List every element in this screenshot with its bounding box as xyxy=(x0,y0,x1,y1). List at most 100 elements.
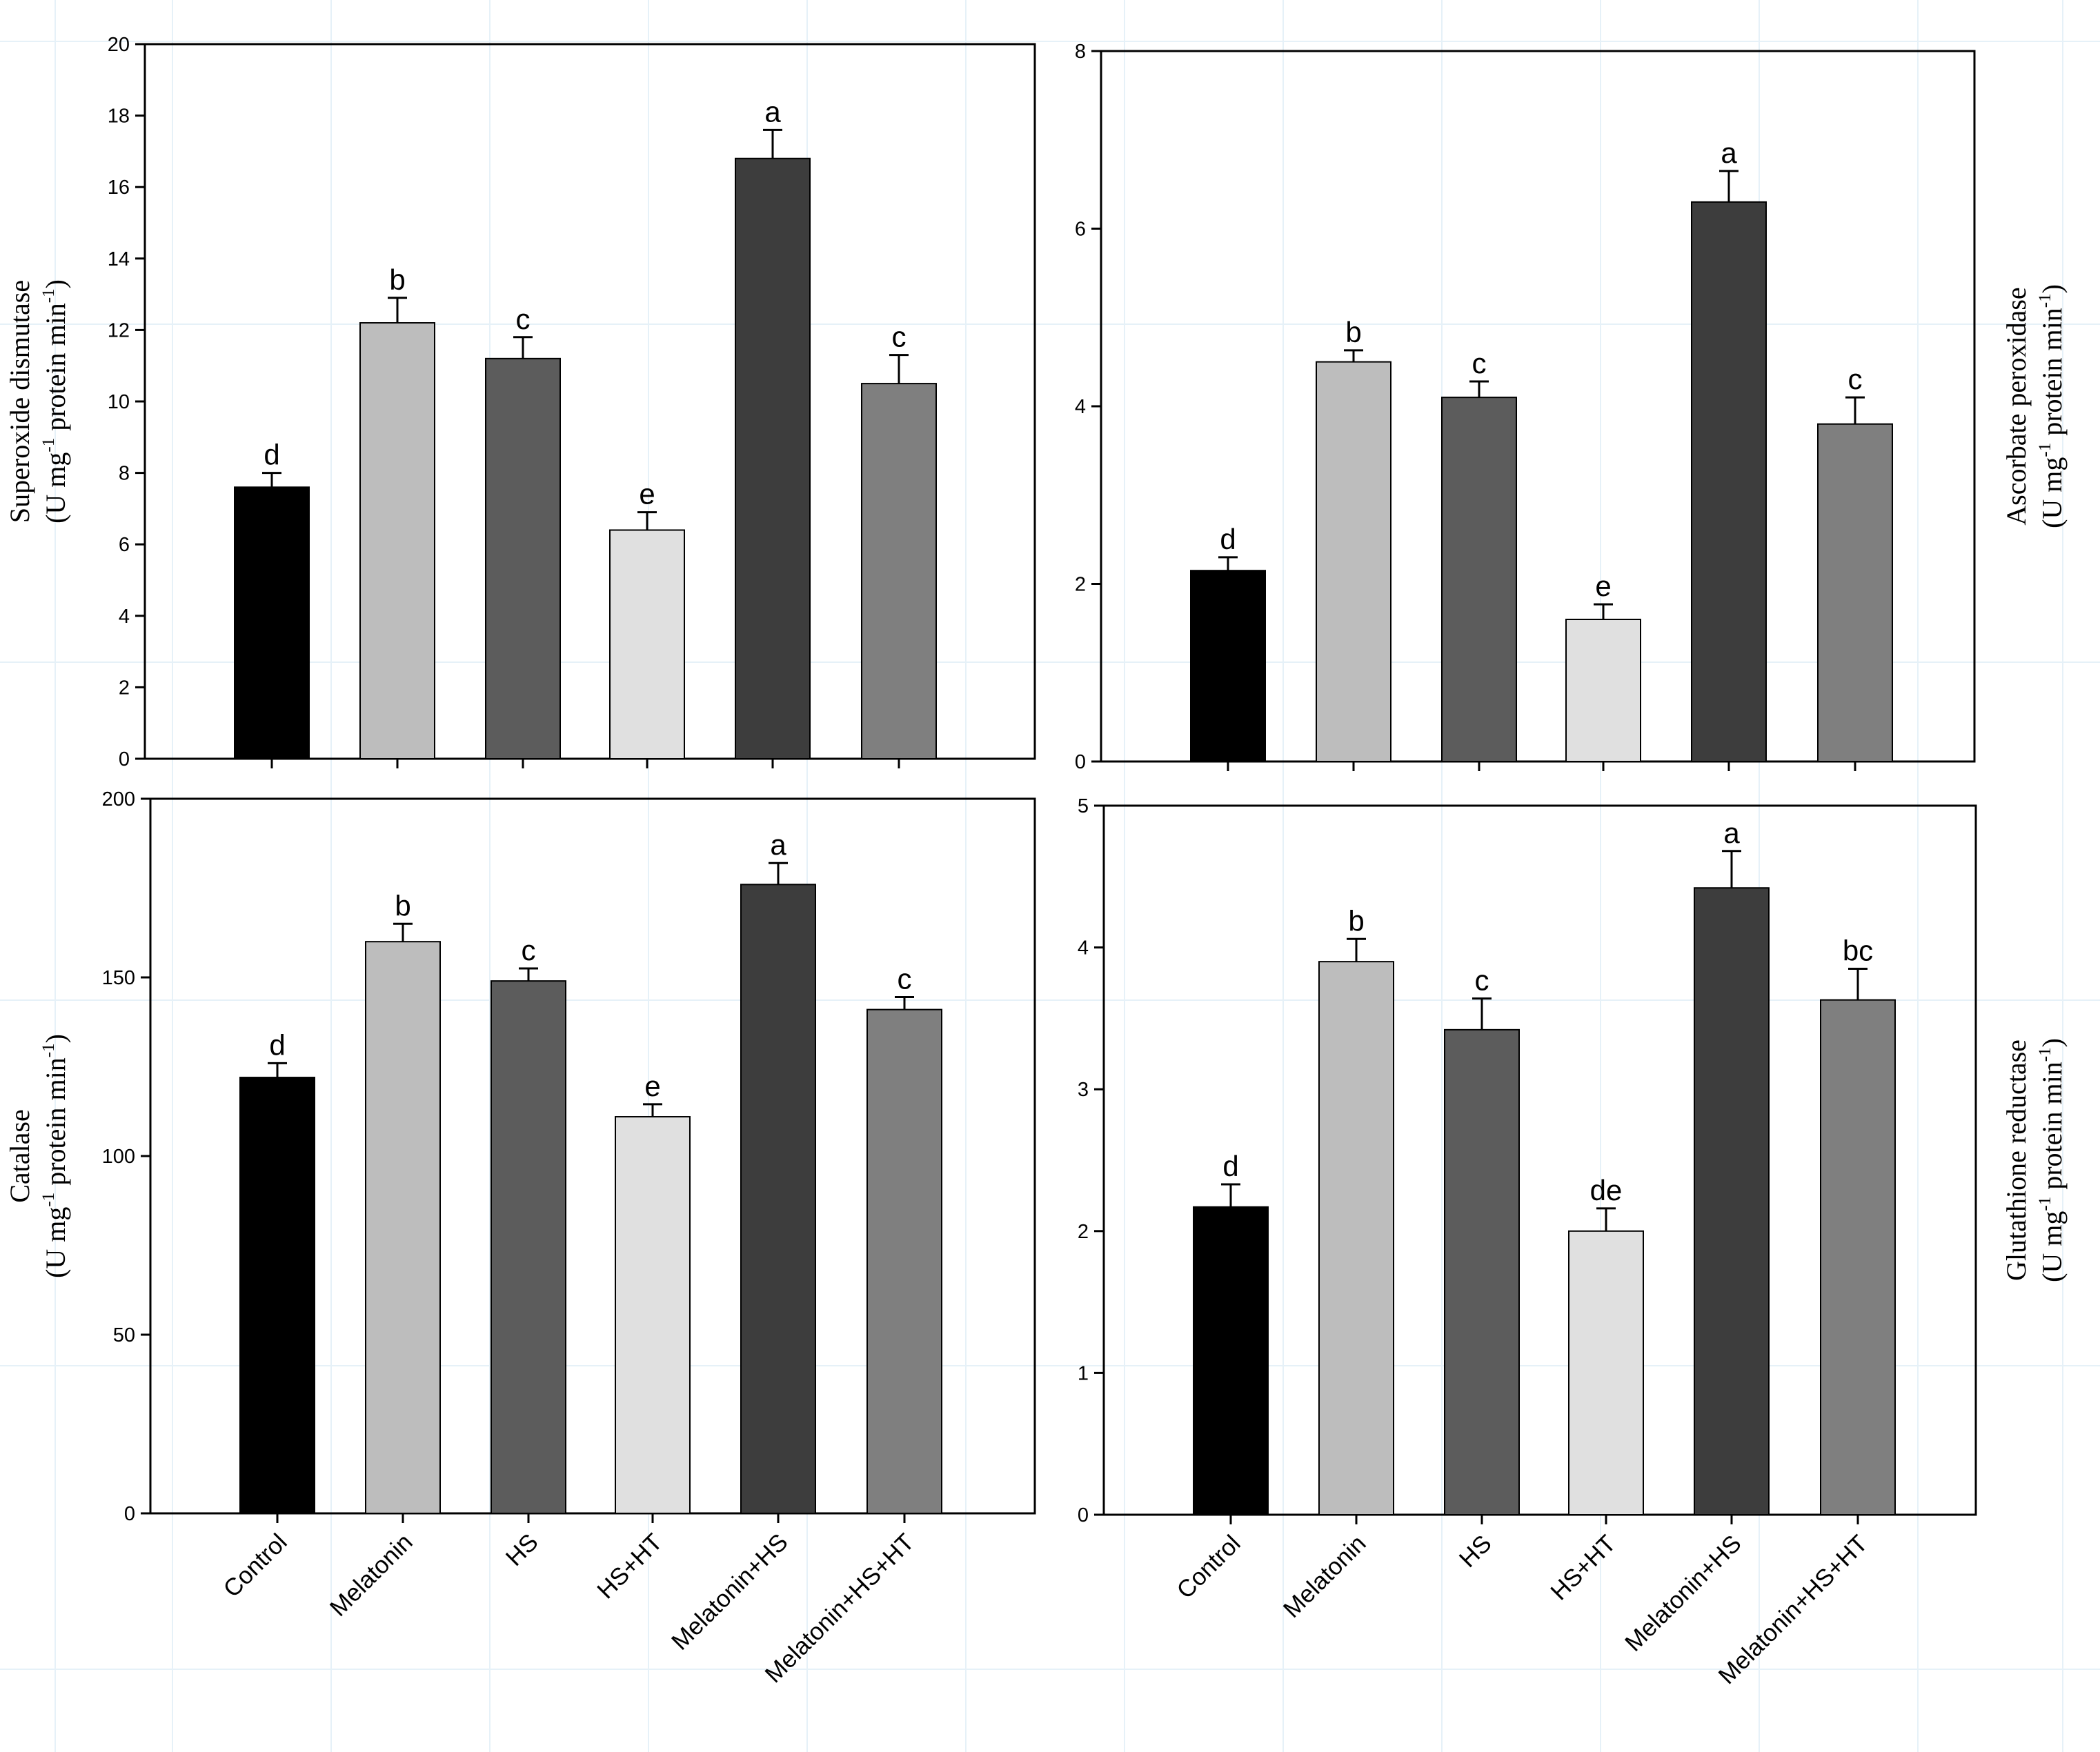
significance-letter: a xyxy=(1721,137,1737,169)
y-tick-label: 6 xyxy=(119,534,130,556)
significance-letter: b xyxy=(395,889,410,922)
significance-letter: c xyxy=(1475,964,1489,997)
y-tick-label: 2 xyxy=(119,677,130,699)
significance-letter: b xyxy=(1348,904,1364,937)
bar-HS+HT xyxy=(1565,619,1641,762)
significance-letter: e xyxy=(639,478,655,510)
unit-superscript: -1 xyxy=(2036,1197,2054,1211)
bar-Melatonin+HS xyxy=(1691,201,1767,762)
y-tick-label: 16 xyxy=(108,177,130,199)
bar-Melatonin xyxy=(365,941,441,1514)
significance-letter: a xyxy=(770,828,786,861)
unit-superscript: -1 xyxy=(39,1043,58,1057)
significance-letter: c xyxy=(1472,347,1487,379)
y-tick-label: 0 xyxy=(1075,751,1086,773)
unit-superscript: -1 xyxy=(2036,1047,2054,1062)
significance-letter: b xyxy=(389,263,405,296)
y-tick-label: 8 xyxy=(119,463,130,485)
bar-Melatonin+HS+HT xyxy=(1820,999,1896,1515)
y-tick-label: 3 xyxy=(1078,1079,1089,1101)
y-tick-label: 10 xyxy=(108,391,130,413)
unit-text: ) xyxy=(2037,1038,2068,1047)
unit-superscript: -1 xyxy=(39,1193,58,1207)
bar-HS xyxy=(485,357,561,759)
bar-Control xyxy=(1190,570,1266,762)
y-tick-label: 4 xyxy=(119,606,130,628)
y-tick-label: 2 xyxy=(1075,574,1086,596)
y-tick-label: 2 xyxy=(1078,1221,1089,1243)
y-tick-label: 8 xyxy=(1075,41,1086,63)
panel-top-right: 0 2 4 6 8 d b c e a c Ascorbate peroxidase(U mg-1​ … xyxy=(1075,41,2068,773)
significance-letter: c xyxy=(892,321,907,353)
y-axis-title-line1: Ascorbate peroxidase xyxy=(2001,287,2032,525)
unit-superscript: -1 xyxy=(39,288,58,303)
unit-text: (U mg xyxy=(2037,1211,2068,1282)
y-axis-title-line2: (U mg-1​ protein min-1​) xyxy=(39,279,71,524)
y-tick-label: 4 xyxy=(1075,396,1086,418)
unit-text: protein min xyxy=(2037,308,2068,443)
bar-HS+HT xyxy=(615,1116,691,1514)
y-axis-title-line1: Glutathione reductase xyxy=(2001,1039,2032,1281)
significance-letter: a xyxy=(764,95,781,128)
bar-Melatonin+HS+HT xyxy=(866,1008,942,1514)
y-tick-label: 100 xyxy=(102,1146,135,1168)
y-tick-label: 5 xyxy=(1078,795,1089,817)
panel-top-left: 0 2 4 6 8 10 12 14 16 18 20 d b c e a c Superoxide dismut… xyxy=(4,34,1036,770)
significance-letter: c xyxy=(898,962,912,995)
unit-superscript: -1 xyxy=(2036,443,2054,457)
bar-Melatonin+HS xyxy=(1694,887,1770,1516)
unit-superscript: -1 xyxy=(2036,293,2054,308)
y-axis-title-line1: Superoxide dismutase xyxy=(4,280,35,523)
significance-letter: c xyxy=(1848,363,1863,395)
bar-Melatonin+HS+HT xyxy=(1817,423,1893,762)
y-tick-label: 0 xyxy=(1078,1504,1089,1526)
y-tick-label: 14 xyxy=(108,248,130,270)
significance-letter: d xyxy=(269,1028,285,1061)
bar-Melatonin+HS xyxy=(740,884,816,1514)
y-axis-title-line1: Catalase xyxy=(4,1109,35,1203)
significance-letter: b xyxy=(1345,316,1361,348)
y-tick-label: 1 xyxy=(1078,1362,1089,1384)
y-tick-label: 0 xyxy=(119,748,130,770)
bar-HS+HT xyxy=(609,529,685,759)
bar-Melatonin xyxy=(1318,961,1394,1516)
y-tick-label: 200 xyxy=(102,788,135,810)
y-tick-label: 6 xyxy=(1075,219,1086,241)
plot-frame xyxy=(1102,804,1977,1516)
unit-text: protein min xyxy=(40,1057,71,1193)
y-axis-title-line2: (U mg-1​ protein min-1​) xyxy=(2036,1038,2068,1282)
bar-HS+HT xyxy=(1568,1230,1644,1516)
significance-letter: d xyxy=(1222,1150,1238,1182)
significance-letter: e xyxy=(644,1070,660,1102)
bar-HS xyxy=(1444,1028,1520,1515)
significance-letter: bc xyxy=(1843,934,1873,966)
unit-text: ) xyxy=(40,279,71,288)
significance-letter: de xyxy=(1590,1174,1623,1206)
bar-Melatonin+HS+HT xyxy=(861,383,937,759)
y-axis-title-line2: (U mg-1​ protein min-1​) xyxy=(2036,284,2068,528)
significance-letter: c xyxy=(516,303,531,335)
y-tick-label: 4 xyxy=(1078,937,1089,959)
significance-letter: d xyxy=(264,439,279,471)
bar-Melatonin xyxy=(1316,361,1391,762)
y-tick-label: 18 xyxy=(108,106,130,128)
significance-letter: d xyxy=(1220,523,1236,555)
unit-text: (U mg xyxy=(40,452,71,524)
bar-Control xyxy=(239,1077,315,1515)
unit-text: (U mg xyxy=(40,1207,71,1278)
y-tick-label: 20 xyxy=(108,34,130,56)
significance-letter: a xyxy=(1723,817,1740,849)
unit-text: protein min xyxy=(2037,1062,2068,1197)
unit-text: protein min xyxy=(40,303,71,438)
unit-text: (U mg xyxy=(2037,457,2068,528)
y-tick-label: 0 xyxy=(124,1503,135,1525)
unit-text: ) xyxy=(2037,284,2068,293)
significance-letter: e xyxy=(1595,570,1611,602)
bar-HS xyxy=(491,980,566,1515)
y-tick-label: 150 xyxy=(102,967,135,989)
unit-text: ) xyxy=(40,1034,71,1043)
y-tick-label: 12 xyxy=(108,319,130,341)
significance-letter: c xyxy=(522,934,536,966)
